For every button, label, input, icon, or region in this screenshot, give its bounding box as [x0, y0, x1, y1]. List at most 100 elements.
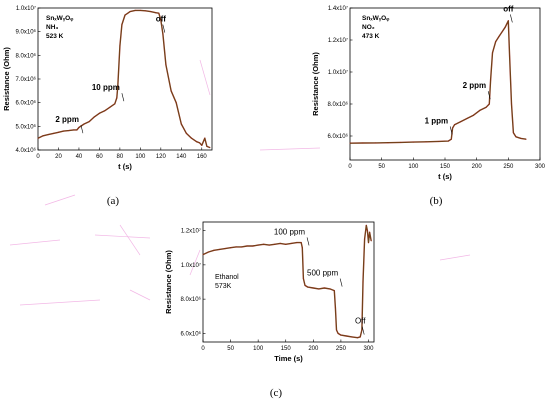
plot-frame: [202, 221, 375, 343]
data-point: [318, 288, 320, 290]
data-point: [452, 127, 454, 129]
x-tick-label: 250: [336, 346, 347, 352]
data-point: [76, 129, 78, 131]
data-point: [501, 31, 503, 33]
y-tick-label: 1.0x10⁷: [328, 69, 348, 76]
data-point: [285, 243, 287, 245]
data-point: [290, 242, 292, 244]
data-point: [52, 132, 54, 134]
x-tick-label: 200: [472, 164, 483, 170]
data-point: [175, 102, 177, 104]
data-point: [124, 14, 126, 16]
y-tick-label: 1.0x10⁷: [16, 5, 36, 12]
data-point: [199, 142, 201, 144]
x-tick-label: 300: [363, 346, 374, 352]
data-point: [438, 140, 440, 142]
data-point: [454, 124, 455, 126]
annotation-label: off: [503, 4, 514, 13]
data-point: [63, 130, 65, 132]
data-point: [116, 97, 118, 99]
data-point: [450, 138, 452, 140]
data-point: [230, 247, 232, 249]
info-label: 573K: [215, 283, 232, 290]
caption-c: (c): [270, 387, 283, 399]
data-point: [349, 142, 351, 144]
y-axis-label: Resistance (Ohm): [2, 47, 11, 111]
data-point: [208, 251, 210, 253]
info-label: NH₃: [46, 24, 58, 31]
data-point: [498, 36, 500, 38]
data-point: [121, 24, 123, 26]
data-point: [37, 137, 39, 139]
y-tick-label: 1.0x10⁷: [181, 262, 201, 269]
data-point: [109, 106, 111, 108]
x-tick-label: 80: [117, 154, 124, 160]
annotation-arrow: [121, 93, 125, 102]
data-point: [83, 123, 85, 125]
data-point: [162, 33, 164, 35]
data-point: [274, 243, 276, 245]
annotation-label: 500 ppm: [307, 269, 338, 278]
x-axis-label: t (s): [438, 172, 452, 181]
annotation-arrow: [80, 125, 84, 134]
data-point: [129, 11, 131, 13]
data-point: [213, 249, 215, 251]
data-point: [257, 244, 259, 246]
data-point: [425, 141, 427, 143]
x-tick-label: 120: [156, 154, 167, 160]
data-point: [507, 20, 509, 22]
data-point: [134, 9, 136, 11]
annotation-label: off: [156, 15, 167, 24]
series-line: [202, 224, 372, 339]
x-tick-label: 100: [408, 164, 419, 170]
data-point: [160, 19, 162, 21]
data-point: [400, 141, 402, 143]
x-tick-label: 40: [76, 154, 83, 160]
plot-frame: [37, 7, 213, 151]
x-tick-label: 0: [348, 164, 352, 170]
y-tick-label: 1.4x10⁷: [328, 5, 348, 12]
x-tick-label: 150: [440, 164, 451, 170]
data-point: [460, 121, 462, 123]
annotation-arrow: [487, 91, 491, 100]
y-tick-label: 8.0x10⁶: [181, 296, 202, 303]
data-point: [495, 41, 497, 43]
annotation-label: 2 ppm: [55, 115, 79, 124]
annotation-label: 10 ppm: [92, 83, 120, 92]
x-tick-label: 50: [227, 346, 234, 352]
data-point: [301, 247, 303, 249]
annotation-label: 2 ppm: [463, 81, 487, 90]
data-point: [150, 11, 152, 13]
data-point: [359, 336, 361, 338]
data-point: [340, 334, 342, 336]
data-point: [374, 142, 376, 144]
info-label: Ethanol: [215, 274, 239, 281]
annotation-arrow: [449, 126, 453, 135]
annotation-arrow: [361, 326, 365, 335]
y-tick-label: 8.0x10⁶: [328, 101, 349, 108]
data-point: [511, 103, 512, 105]
annotation-label: 1 ppm: [425, 116, 449, 125]
annotation-arrow: [339, 278, 343, 287]
data-point: [155, 12, 157, 14]
data-point: [68, 130, 70, 132]
data-point: [488, 103, 490, 105]
data-point: [191, 137, 193, 139]
data-point: [473, 114, 474, 116]
data-point: [334, 307, 336, 309]
data-point: [351, 336, 353, 338]
data-point: [235, 246, 237, 248]
data-point: [279, 242, 281, 244]
data-point: [209, 147, 211, 149]
data-point: [202, 254, 204, 256]
data-point: [204, 137, 206, 139]
data-point: [520, 137, 522, 139]
x-tick-label: 300: [535, 164, 546, 170]
data-point: [369, 231, 371, 233]
data-point: [335, 329, 337, 331]
data-point: [57, 131, 59, 133]
x-tick-label: 250: [503, 164, 514, 170]
data-point: [219, 248, 221, 250]
data-point: [185, 132, 187, 134]
